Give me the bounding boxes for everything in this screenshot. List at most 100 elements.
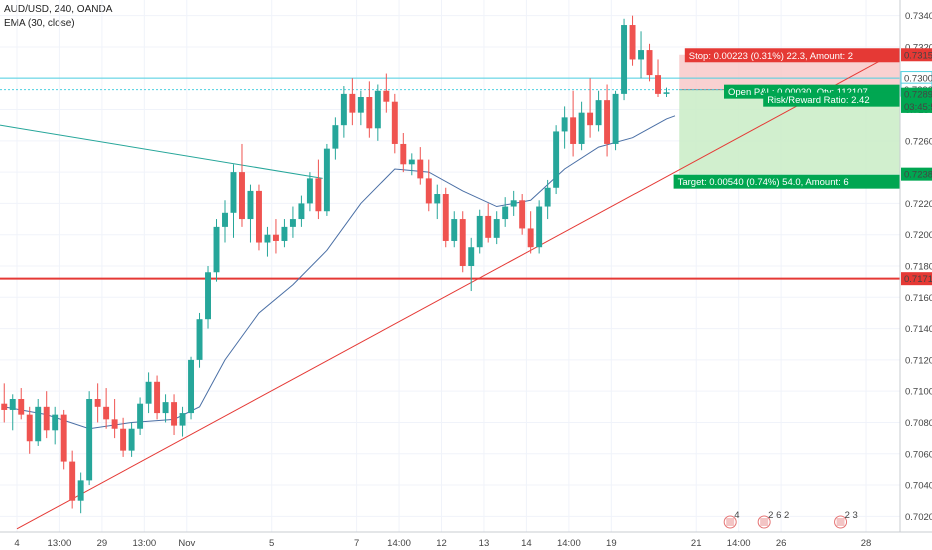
candle-down [417,159,424,179]
candle-down [570,117,577,144]
candle-up [9,399,16,410]
candle-up [128,428,135,451]
event-flag-fill [760,518,769,526]
candle-up [323,148,330,212]
time-tick-label: Nov [178,538,195,549]
candle-down [26,414,33,442]
candle-down [272,234,279,241]
candle-up [52,414,59,431]
candle-up [408,159,415,165]
candle-down [425,178,432,204]
target-label: Target: 0.00540 (0.74%) 54.0, Amount: 6 [678,177,849,188]
axis-label-tag [901,99,932,113]
candle-down [315,178,322,212]
candle-down [527,228,534,248]
time-tick-label: 14:00 [387,538,411,549]
candle-up [289,219,296,227]
candle-up [476,215,483,248]
candle-up [86,399,93,481]
stop-label-box [684,48,900,63]
candle-down [400,143,407,165]
time-tick-label: 7 [354,538,359,549]
time-tick-label: 26 [776,538,787,549]
risk-reward-label: Risk/Reward Ratio: 2.42 [767,95,869,106]
candle-up [298,203,305,220]
time-tick-label: 12 [436,538,447,549]
time-tick-label: 14:00 [727,538,751,549]
candle-up [222,212,228,227]
candle-up [663,92,670,94]
candle-up [332,125,339,149]
ema-indicator-label[interactable]: EMA (30, close) [4,18,75,29]
time-tick-label: 21 [691,538,702,549]
candle-down [239,172,245,220]
support-price-label-tag [901,272,932,286]
event-flag-fill [726,518,735,526]
candle-up [247,190,254,220]
candle-up [493,219,500,238]
time-tick-label: 13:00 [48,538,72,549]
candle-up [595,100,602,126]
candle-down [18,399,25,415]
risk-reward-label-box [763,92,900,107]
support-price-label: 0.71719 [904,274,932,285]
candle-up [544,187,551,207]
axis-label: 0.72387 [904,170,932,181]
candle-up [451,219,458,241]
axis-label-tag [901,87,932,101]
candle-down [459,219,466,266]
time-tick-label: 14 [521,538,532,549]
candle-down [103,406,110,420]
candle-down [94,399,101,407]
symbol-title[interactable]: AUD/USD, 240, OANDA [4,4,113,15]
candle-up [357,97,364,113]
time-tick-label: 4 [14,538,19,549]
candle-down [349,93,356,113]
candle-up [264,234,271,243]
candle-up [188,359,195,414]
candle-up [434,194,441,204]
candle-up [35,406,42,442]
time-tick-label: 14:00 [557,538,581,549]
candle-up [179,413,186,426]
candle-down [43,406,50,431]
axis-label: 0.72898 [904,90,932,101]
candle-down [154,381,161,414]
candle-up [77,480,84,501]
candle-up [205,272,211,320]
candle-down [629,25,636,60]
candle-down [655,75,661,94]
event-count: 4 [734,510,739,521]
candle-up [340,93,347,126]
candle-down [171,402,178,426]
candle-up [306,178,313,204]
candle-down [111,419,118,429]
candle-up [162,402,169,414]
candle-down [366,97,373,129]
candle-up [145,381,152,404]
time-tick-label: 13 [479,538,490,549]
ema-line [4,115,676,430]
candle-down [255,190,262,243]
candle-up [468,247,475,266]
event-flag-fill [836,518,845,526]
axis-label-tag [901,167,932,181]
event-count: 2 6 2 [768,510,789,521]
time-tick-label: 5 [269,538,274,549]
chart-legend: AUD/USD, 240, OANDA EMA (30, close) [4,3,112,31]
candle-down [1,403,8,410]
time-tick-label: 13:00 [132,538,156,549]
candle-up [137,403,144,429]
candle-down [60,414,67,462]
candle-down [587,112,594,126]
